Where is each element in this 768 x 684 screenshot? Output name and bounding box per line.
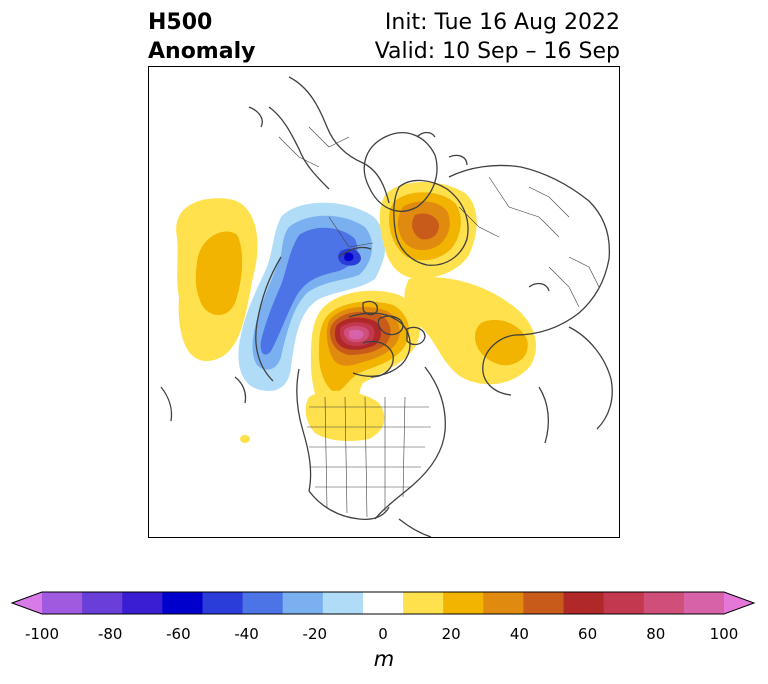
colorbar-tick-label: 0	[378, 625, 388, 643]
colorbar-segment	[162, 592, 203, 614]
colorbar-segment	[122, 592, 163, 614]
political-borders	[278, 126, 600, 518]
valid-range: Valid: 10 Sep – 16 Sep	[374, 39, 620, 64]
colorbar-segment	[322, 592, 364, 614]
colorbar-tick-label: 60	[578, 625, 598, 643]
colorbar-unit-label: m	[373, 647, 395, 671]
anomaly-siberia	[404, 277, 537, 385]
colorbar-tick-label: -80	[97, 625, 123, 643]
anomaly-north-pacific	[176, 198, 258, 362]
colorbar-tick-label: 40	[509, 625, 529, 643]
colorbar-tick-label: 100	[709, 625, 739, 643]
title-field: Anomaly	[148, 39, 256, 64]
colorbar-segment	[523, 592, 565, 614]
title-variable: H500	[148, 10, 213, 35]
colorbar-tick-label: -40	[234, 625, 259, 643]
colorbar-segment	[42, 592, 83, 614]
coastlines	[160, 76, 613, 537]
colorbar-segment	[603, 592, 645, 614]
colorbar-segment	[362, 592, 404, 614]
title-left: H500 Anomaly	[148, 8, 255, 66]
colorbar-min-arrow	[12, 592, 42, 614]
colorbar-segment	[82, 592, 123, 614]
title-right: Init: Tue 16 Aug 2022 Valid: 10 Sep – 16…	[375, 8, 620, 66]
colorbar-tick-label: -100	[24, 625, 60, 643]
colorbar-segment	[403, 592, 444, 614]
colorbar	[10, 591, 756, 615]
anomaly-arctic-high	[311, 290, 421, 437]
anomaly-small-spot	[240, 435, 250, 443]
colorbar-outline	[10, 591, 756, 615]
colorbar-tick-label: 80	[646, 625, 666, 643]
colorbar-segment	[242, 592, 284, 614]
colorbar-segment	[282, 592, 324, 614]
colorbar-segment	[683, 592, 725, 614]
colorbar-segment	[563, 592, 605, 614]
map-panel	[148, 66, 620, 538]
colorbar-segment	[483, 592, 524, 614]
colorbar-segment	[202, 592, 244, 614]
colorbar-segment	[443, 592, 484, 614]
colorbar-tick-label: -20	[302, 625, 328, 643]
colorbar-segment	[643, 592, 685, 614]
anomaly-map	[160, 76, 613, 537]
init-date: Init: Tue 16 Aug 2022	[384, 10, 620, 35]
colorbar-max-arrow	[724, 592, 754, 614]
anomaly-scandinavia	[379, 181, 477, 279]
colorbar-tick-label: 20	[441, 625, 461, 643]
colorbar-tick-label: -60	[166, 625, 191, 643]
